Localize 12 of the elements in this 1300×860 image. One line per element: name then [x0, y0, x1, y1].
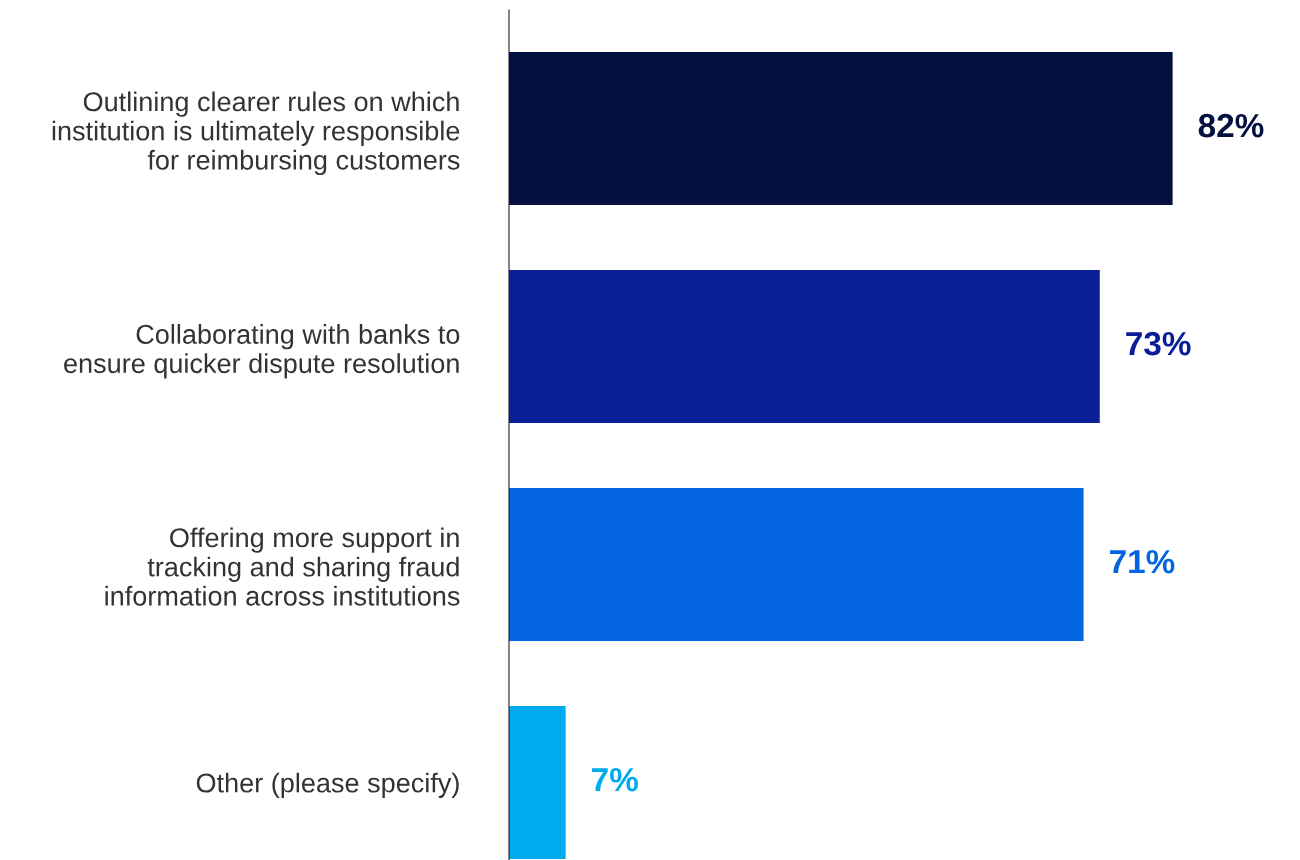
bar — [509, 52, 1173, 205]
data-label: 73% — [1126, 331, 1191, 356]
bar — [509, 488, 1084, 641]
bar — [509, 706, 566, 859]
y-tick-label: Collaborating with banks to ensure quicker dispute resolution — [64, 324, 460, 379]
data-label: 82% — [1198, 113, 1264, 138]
y-tick-label: Outlining clearer rules on which institution is ultimately responsible for reimbursing customers — [52, 91, 460, 176]
bar — [509, 270, 1100, 423]
y-tick-label: Other (please specify) — [196, 772, 459, 798]
y-tick-label: Offering more support in tracking and sharing fraud information across institutions — [105, 527, 460, 606]
data-label: 7% — [592, 767, 638, 792]
data-label: 71% — [1110, 549, 1175, 574]
